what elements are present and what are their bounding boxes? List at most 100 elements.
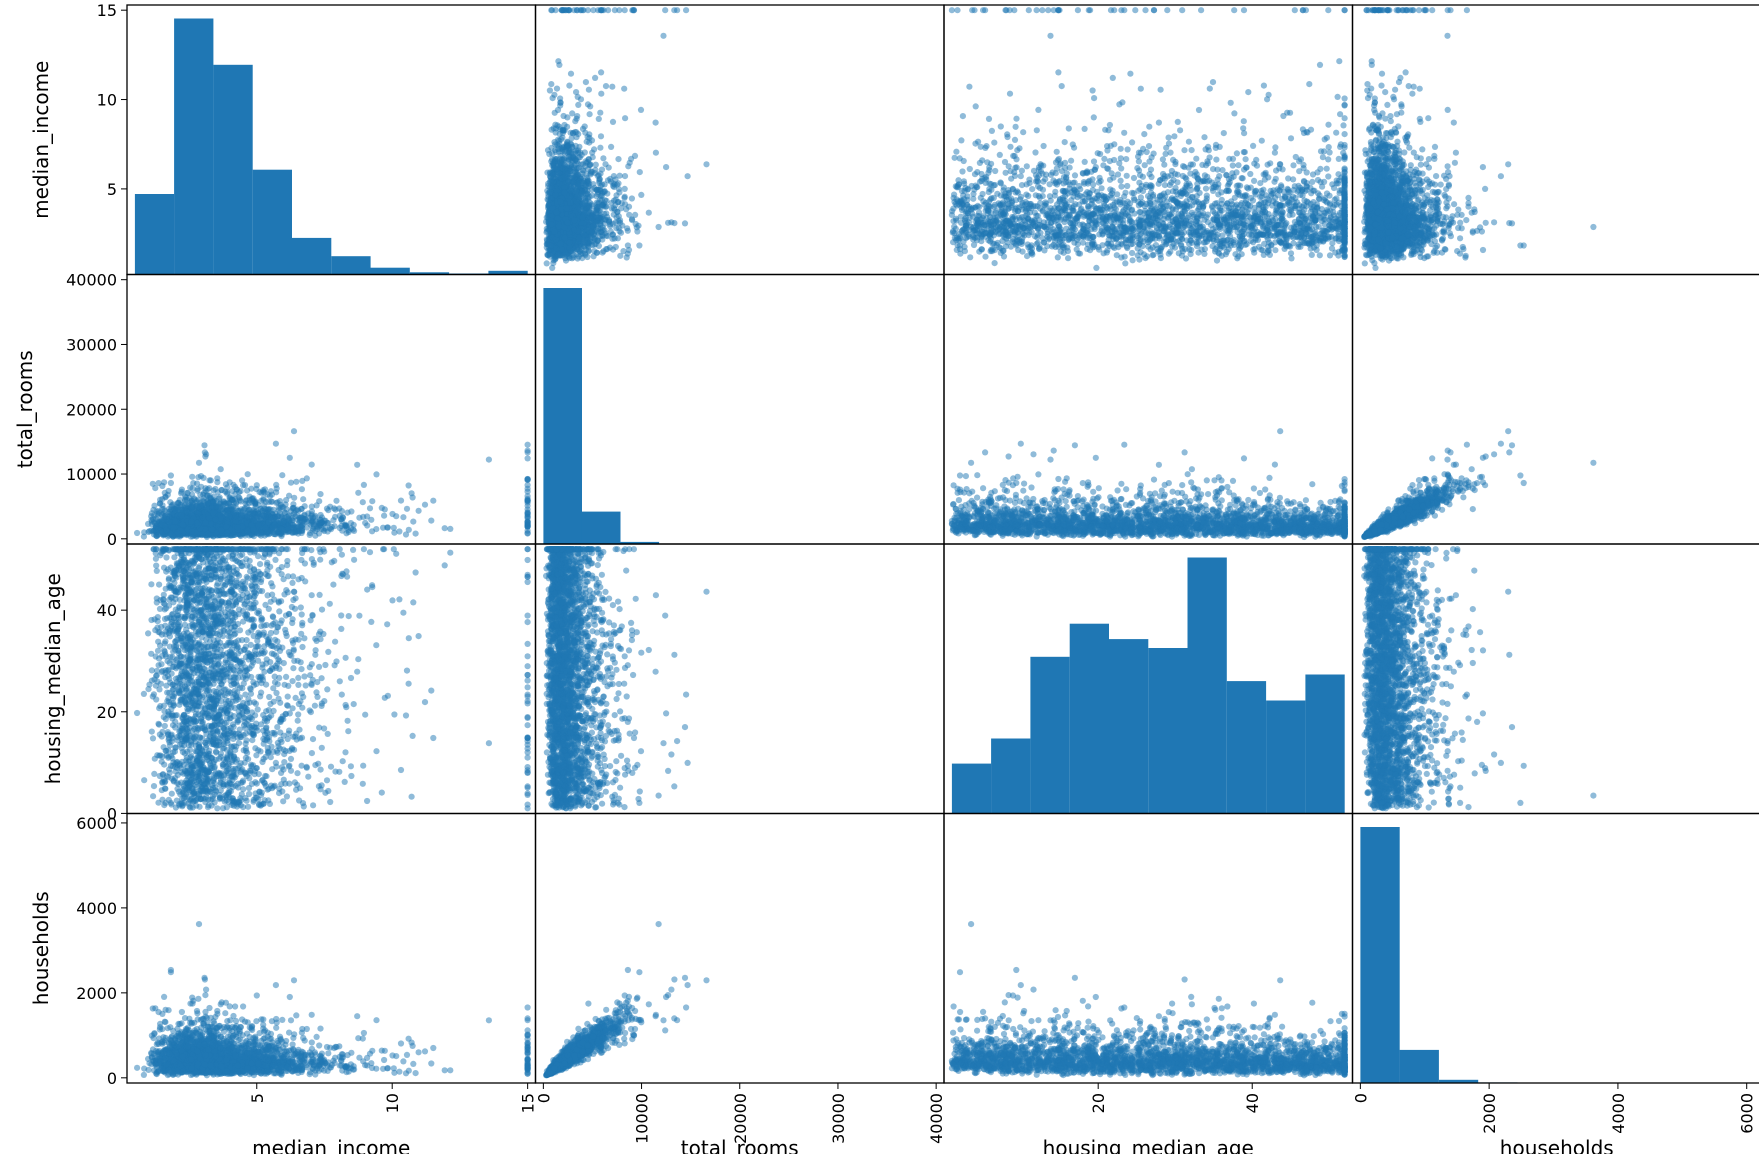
scatter-point [1147,171,1153,177]
scatter-point [1189,210,1195,216]
scatter-point [582,123,588,129]
scatter-point [609,84,615,90]
scatter-point [1272,150,1278,156]
scatter-point [1259,138,1265,144]
scatter-point [1059,83,1065,89]
scatter-point [1041,143,1047,149]
scatter-point [589,239,595,245]
panel-median_income-vs-total_rooms [536,5,945,275]
scatter-point [626,212,632,218]
scatter-point [1007,91,1013,97]
scatter-point [1118,165,1124,171]
scatter-point [1014,164,1020,170]
scatter-point [1254,163,1260,169]
scatter-point [610,247,616,253]
scatter-point [1175,119,1181,125]
scatter-point [1336,156,1342,162]
scatter-point [1261,241,1267,247]
scatter-point [576,144,582,150]
scatter-point [1001,253,1007,259]
scatter-point [572,169,578,175]
scatter-point [571,217,577,223]
scatter-point [610,119,616,125]
scatter-point [1111,7,1117,13]
scatter-point [1327,202,1333,208]
histogram-bar [174,19,213,275]
scatter-point [568,130,574,136]
scatter-point [1158,87,1164,93]
scatter-point [1093,164,1099,170]
scatter-point [980,191,986,197]
scatter-point [1167,150,1173,156]
scatter-point [548,242,554,248]
scatter-point [599,7,605,13]
scatter-point [978,246,984,252]
scatter-point [558,241,564,247]
scatter-point [1288,135,1294,141]
scatter-point [1140,174,1146,180]
scatter-point [1230,156,1236,162]
scatter-point [564,114,570,120]
scatter-point [1306,81,1312,87]
scatter-point [1317,166,1323,172]
scatter-point [1272,144,1278,150]
scatter-point [600,224,606,230]
scatter-point [599,167,605,173]
scatter-point [1095,150,1101,156]
scatter-point [581,7,587,13]
scatter-point [1039,7,1045,13]
scatter-point [1202,246,1208,252]
scatter-point [576,236,582,242]
scatter-point [1337,111,1343,117]
scatter-point [1288,255,1294,261]
scatter-point [1045,7,1051,13]
scatter-point [563,258,569,264]
scatter-point [1026,7,1032,13]
scatter-point [1150,252,1156,258]
scatter-point [998,123,1004,129]
scatter-point [1210,79,1216,85]
scatter-point [1285,175,1291,181]
panel-median_income-vs-housing_median_age [944,5,1353,275]
scatter-point [556,223,562,229]
scatter-point [1217,144,1223,150]
scatter-point [597,145,603,151]
scatter-point [1068,158,1074,164]
scatter-point [1091,158,1097,164]
scatter-point [637,169,643,175]
scatter-point [975,203,981,209]
scatter-point [685,173,691,179]
scatter-point [547,87,553,93]
scatter-point [586,87,592,93]
scatter-point [561,156,567,162]
scatter-point [662,7,668,13]
scatter-point [575,102,581,108]
scatter-point [1187,183,1193,189]
scatter-point [979,157,985,163]
scatter-point [565,7,571,13]
scatter-point [1144,149,1150,155]
scatter-point [1317,192,1323,198]
scatter-point [1272,247,1278,253]
scatter-point [573,89,579,95]
scatter-point [1235,162,1241,168]
scatter-point [590,223,596,229]
scatter-point [618,230,624,236]
scatter-point [1320,154,1326,160]
scatter-point [586,205,592,211]
scatter-point [606,218,612,224]
scatter-point [625,228,631,234]
scatter-point [1156,120,1162,126]
scatter-point [646,210,652,216]
histogram-bar [371,268,410,275]
scatter-point [1181,147,1187,153]
scatter-point [989,128,995,134]
scatter-point [1034,127,1040,133]
scatter-point [1080,170,1086,176]
scatter-point [586,135,592,141]
scatter-point [1157,193,1163,199]
scatter-point [629,195,635,201]
scatter-point [590,212,596,218]
scatter-point [596,243,602,249]
scatter-point [606,165,612,171]
